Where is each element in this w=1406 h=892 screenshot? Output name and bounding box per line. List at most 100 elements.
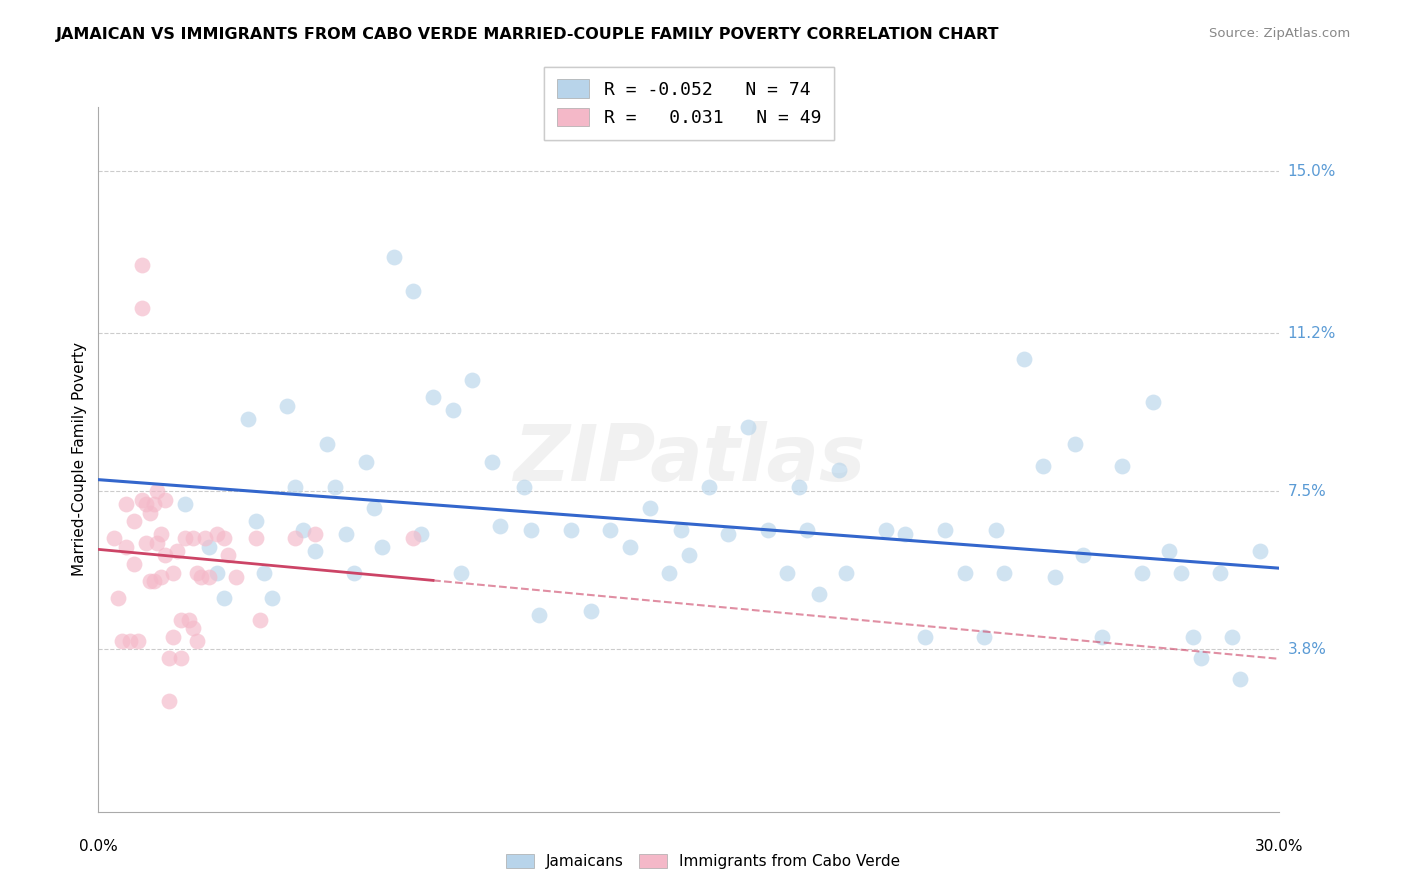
Point <box>1229 673 1251 687</box>
Point <box>875 523 897 537</box>
Point <box>103 532 125 546</box>
Point <box>260 591 283 606</box>
Point <box>953 566 976 580</box>
Point <box>138 506 160 520</box>
Point <box>304 544 326 558</box>
Text: 15.0%: 15.0% <box>1288 163 1336 178</box>
Point <box>214 532 236 546</box>
Point <box>1012 351 1035 366</box>
Point <box>796 523 818 537</box>
Point <box>1091 630 1114 644</box>
Point <box>170 613 193 627</box>
Point <box>1189 651 1212 665</box>
Point <box>157 694 180 708</box>
Point <box>599 523 621 537</box>
Legend: R = -0.052   N = 74, R =   0.031   N = 49: R = -0.052 N = 74, R = 0.031 N = 49 <box>544 67 834 140</box>
Point <box>292 523 315 537</box>
Point <box>717 527 740 541</box>
Point <box>450 566 472 580</box>
Point <box>894 527 917 541</box>
Point <box>1032 458 1054 473</box>
Point <box>579 604 602 618</box>
Point <box>363 501 385 516</box>
Point <box>122 557 145 571</box>
Point <box>284 532 307 546</box>
Text: 7.5%: 7.5% <box>1288 484 1326 499</box>
Point <box>1181 630 1204 644</box>
Point <box>197 570 219 584</box>
Point <box>1142 394 1164 409</box>
Point <box>122 514 145 528</box>
Point <box>973 630 995 644</box>
Point <box>127 633 149 648</box>
Point <box>756 523 779 537</box>
Point <box>343 566 366 580</box>
Point <box>1170 566 1192 580</box>
Point <box>335 527 357 541</box>
Point <box>787 480 810 494</box>
Point <box>162 566 184 580</box>
Text: 0.0%: 0.0% <box>79 839 118 855</box>
Point <box>371 540 394 554</box>
Point <box>174 497 197 511</box>
Point <box>197 540 219 554</box>
Point <box>835 566 858 580</box>
Point <box>1130 566 1153 580</box>
Point <box>190 570 212 584</box>
Point <box>181 621 204 635</box>
Text: 3.8%: 3.8% <box>1288 642 1327 657</box>
Point <box>807 587 830 601</box>
Point <box>776 566 799 580</box>
Point <box>402 284 425 298</box>
Point <box>382 250 405 264</box>
Point <box>217 549 239 563</box>
Point <box>276 399 298 413</box>
Point <box>354 454 377 468</box>
Point <box>194 532 217 546</box>
Point <box>150 570 173 584</box>
Point <box>1220 630 1243 644</box>
Point <box>1209 566 1232 580</box>
Point <box>115 497 138 511</box>
Point <box>245 532 267 546</box>
Point <box>162 630 184 644</box>
Text: Source: ZipAtlas.com: Source: ZipAtlas.com <box>1209 27 1350 40</box>
Point <box>107 591 129 606</box>
Point <box>214 591 236 606</box>
Point <box>236 412 259 426</box>
Point <box>146 484 169 499</box>
Point <box>170 651 193 665</box>
Point <box>135 535 157 549</box>
Point <box>115 540 138 554</box>
Point <box>205 527 228 541</box>
Point <box>249 613 271 627</box>
Point <box>1159 544 1181 558</box>
Point <box>827 463 849 477</box>
Text: JAMAICAN VS IMMIGRANTS FROM CABO VERDE MARRIED-COUPLE FAMILY POVERTY CORRELATION: JAMAICAN VS IMMIGRANTS FROM CABO VERDE M… <box>56 27 1000 42</box>
Point <box>135 497 157 511</box>
Point <box>131 301 153 315</box>
Point <box>157 651 180 665</box>
Point <box>638 501 661 516</box>
Point <box>1063 437 1085 451</box>
Point <box>323 480 346 494</box>
Point <box>619 540 641 554</box>
Point <box>142 574 165 588</box>
Point <box>512 480 534 494</box>
Point <box>111 633 134 648</box>
Text: 30.0%: 30.0% <box>1256 839 1303 855</box>
Point <box>1071 549 1094 563</box>
Point <box>186 566 208 580</box>
Point <box>934 523 956 537</box>
Point <box>520 523 543 537</box>
Point <box>118 633 141 648</box>
Point <box>131 492 153 507</box>
Point <box>737 420 759 434</box>
Legend: Jamaicans, Immigrants from Cabo Verde: Jamaicans, Immigrants from Cabo Verde <box>501 848 905 875</box>
Point <box>984 523 1007 537</box>
Text: ZIPatlas: ZIPatlas <box>513 421 865 498</box>
Text: 11.2%: 11.2% <box>1288 326 1336 341</box>
Point <box>993 566 1015 580</box>
Point <box>225 570 247 584</box>
Point <box>181 532 204 546</box>
